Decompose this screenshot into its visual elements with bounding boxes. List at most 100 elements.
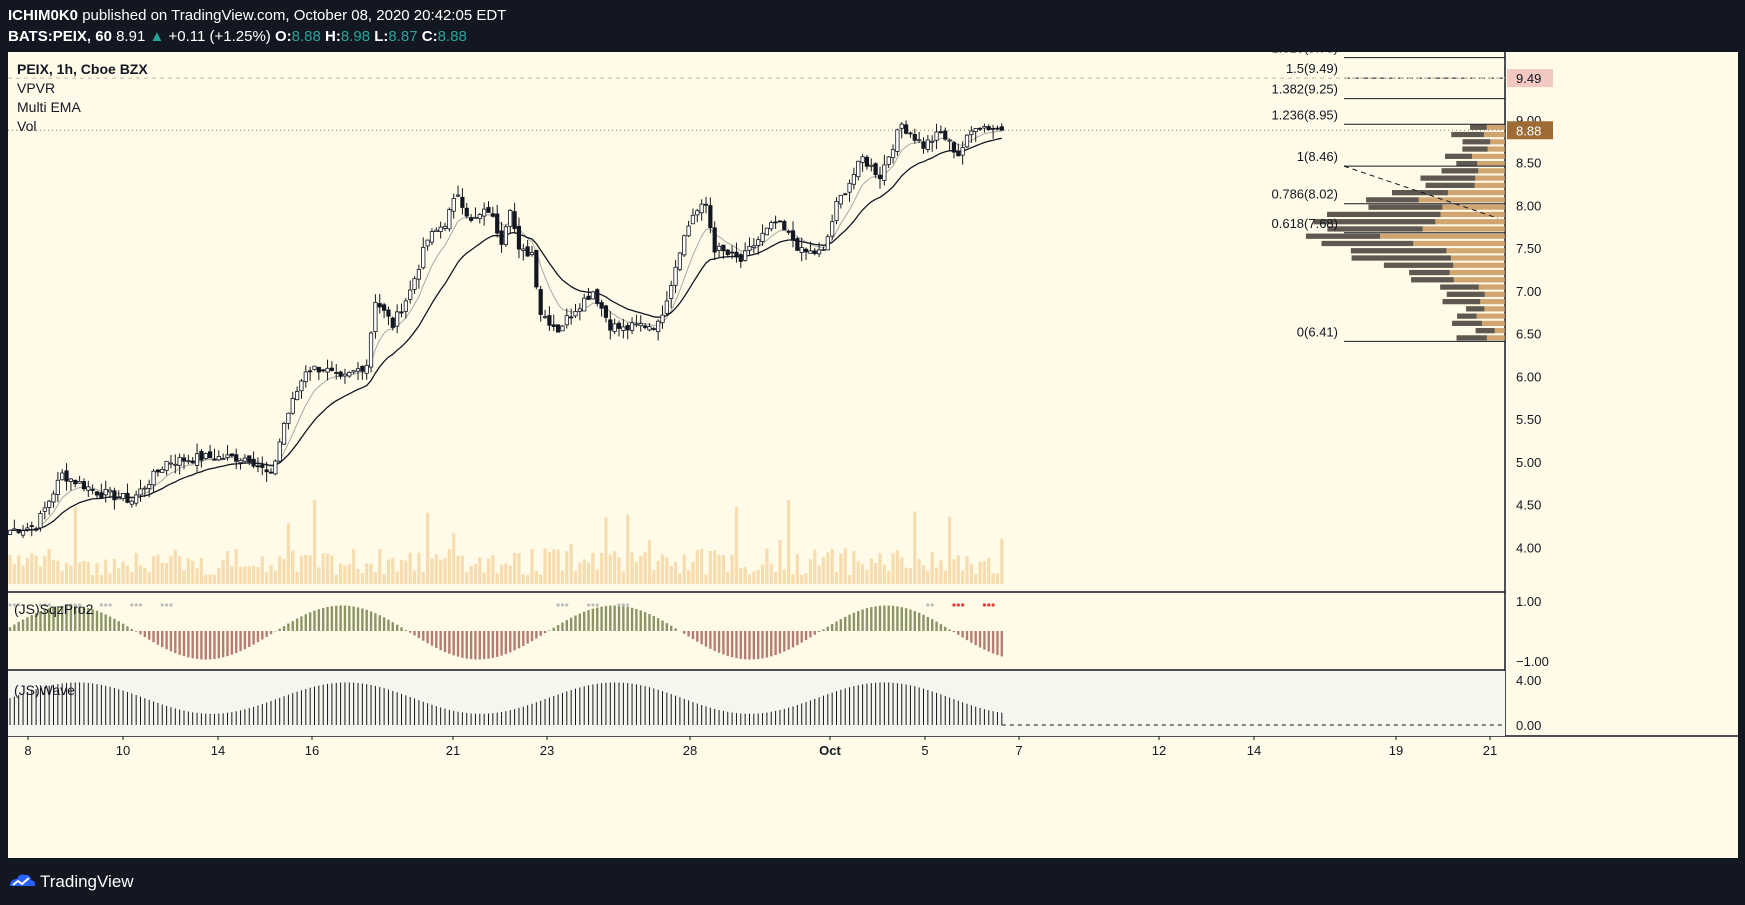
candle[interactable] xyxy=(777,220,783,223)
candle[interactable] xyxy=(886,156,891,165)
candle[interactable] xyxy=(86,486,91,491)
candle[interactable] xyxy=(712,227,717,253)
candle[interactable] xyxy=(316,366,321,373)
candle[interactable] xyxy=(843,193,848,196)
candle[interactable] xyxy=(482,208,487,217)
candle[interactable] xyxy=(725,249,730,256)
candle[interactable] xyxy=(51,493,56,503)
candle[interactable] xyxy=(738,254,743,262)
candle[interactable] xyxy=(760,232,765,242)
candle[interactable] xyxy=(917,139,922,142)
candle[interactable] xyxy=(338,371,343,377)
candle[interactable] xyxy=(877,174,883,180)
candle[interactable] xyxy=(782,221,787,231)
publisher-name[interactable]: ICHIM0K0 xyxy=(8,7,79,24)
candle[interactable] xyxy=(299,380,304,392)
candle[interactable] xyxy=(308,370,313,373)
candle[interactable] xyxy=(190,460,195,464)
candle[interactable] xyxy=(260,464,265,468)
candle[interactable] xyxy=(495,213,500,234)
candle[interactable] xyxy=(38,513,43,529)
chart-svg[interactable]: 1.618(9.73) 1.5(9.49) 1.382(9.25) 1.236(8.9… xyxy=(7,41,1738,858)
candle[interactable] xyxy=(973,128,978,133)
candle[interactable] xyxy=(212,458,217,461)
candle[interactable] xyxy=(586,295,591,300)
candle[interactable] xyxy=(151,470,156,486)
candle[interactable] xyxy=(403,300,408,312)
candle[interactable] xyxy=(221,458,226,460)
candle[interactable] xyxy=(121,493,126,499)
candle[interactable] xyxy=(986,126,991,131)
candle[interactable] xyxy=(147,484,152,489)
candle[interactable] xyxy=(547,315,552,326)
candle[interactable] xyxy=(621,326,626,331)
candle[interactable] xyxy=(673,266,678,286)
candle[interactable] xyxy=(12,528,17,531)
candle[interactable] xyxy=(838,194,843,205)
time-axis[interactable]: 8 10 14 16 21 23 28 Oct 5 7 12 14 19 21 xyxy=(24,736,1497,758)
candle[interactable] xyxy=(608,319,613,331)
candle[interactable] xyxy=(960,147,965,156)
candle[interactable] xyxy=(107,489,113,493)
candle[interactable] xyxy=(377,303,382,308)
candle[interactable] xyxy=(830,221,835,237)
candle[interactable] xyxy=(268,471,274,474)
candle[interactable] xyxy=(856,160,861,178)
candle[interactable] xyxy=(408,289,413,300)
wave-pane-label[interactable]: (JS)Wave xyxy=(14,682,75,698)
candle[interactable] xyxy=(229,453,234,457)
candle[interactable] xyxy=(612,323,617,332)
footer-brand[interactable]: TradingView xyxy=(40,872,134,891)
candle[interactable] xyxy=(447,209,452,230)
candle[interactable] xyxy=(81,481,87,490)
candle[interactable] xyxy=(908,132,913,135)
candle[interactable] xyxy=(821,249,826,251)
candle[interactable] xyxy=(20,530,26,536)
candle[interactable] xyxy=(899,123,904,129)
candle[interactable] xyxy=(199,451,204,461)
candle[interactable] xyxy=(799,247,804,253)
candle[interactable] xyxy=(325,367,330,373)
candle[interactable] xyxy=(904,124,909,134)
candle[interactable] xyxy=(656,320,661,333)
candle[interactable] xyxy=(238,459,243,464)
candle[interactable] xyxy=(364,364,369,374)
candle[interactable] xyxy=(756,239,761,246)
candle[interactable] xyxy=(534,250,539,288)
candle[interactable] xyxy=(991,127,996,130)
candle[interactable] xyxy=(803,248,809,253)
candle[interactable] xyxy=(825,236,830,251)
candle[interactable] xyxy=(873,163,878,176)
candle[interactable] xyxy=(281,423,287,445)
legend-indicator-vol[interactable]: Vol xyxy=(17,118,36,134)
candle[interactable] xyxy=(812,250,817,254)
candle[interactable] xyxy=(455,194,461,197)
candle[interactable] xyxy=(264,469,269,473)
candle[interactable] xyxy=(616,322,622,329)
candle[interactable] xyxy=(603,305,609,318)
candle[interactable] xyxy=(142,487,147,490)
candle[interactable] xyxy=(769,222,774,230)
candle[interactable] xyxy=(399,311,404,314)
candle[interactable] xyxy=(743,250,748,261)
candle[interactable] xyxy=(895,129,900,152)
candle[interactable] xyxy=(395,311,400,327)
candle[interactable] xyxy=(629,322,635,331)
candle[interactable] xyxy=(381,304,387,311)
candle[interactable] xyxy=(869,164,874,167)
candle[interactable] xyxy=(686,225,691,237)
price-axis[interactable]: 4.00 4.50 5.00 5.50 6.00 6.50 7.00 7.50 8.00 8.50… xyxy=(1507,69,1553,733)
candle[interactable] xyxy=(329,367,335,371)
candle[interactable] xyxy=(242,457,247,462)
candle[interactable] xyxy=(334,372,339,374)
candle[interactable] xyxy=(442,225,448,229)
candle[interactable] xyxy=(60,472,65,481)
candle[interactable] xyxy=(864,156,870,167)
candle[interactable] xyxy=(460,196,465,208)
candle[interactable] xyxy=(90,488,95,491)
candle[interactable] xyxy=(412,278,417,290)
candle[interactable] xyxy=(943,130,948,140)
candle[interactable] xyxy=(216,456,221,461)
candle[interactable] xyxy=(643,325,648,328)
candle[interactable] xyxy=(529,252,535,256)
